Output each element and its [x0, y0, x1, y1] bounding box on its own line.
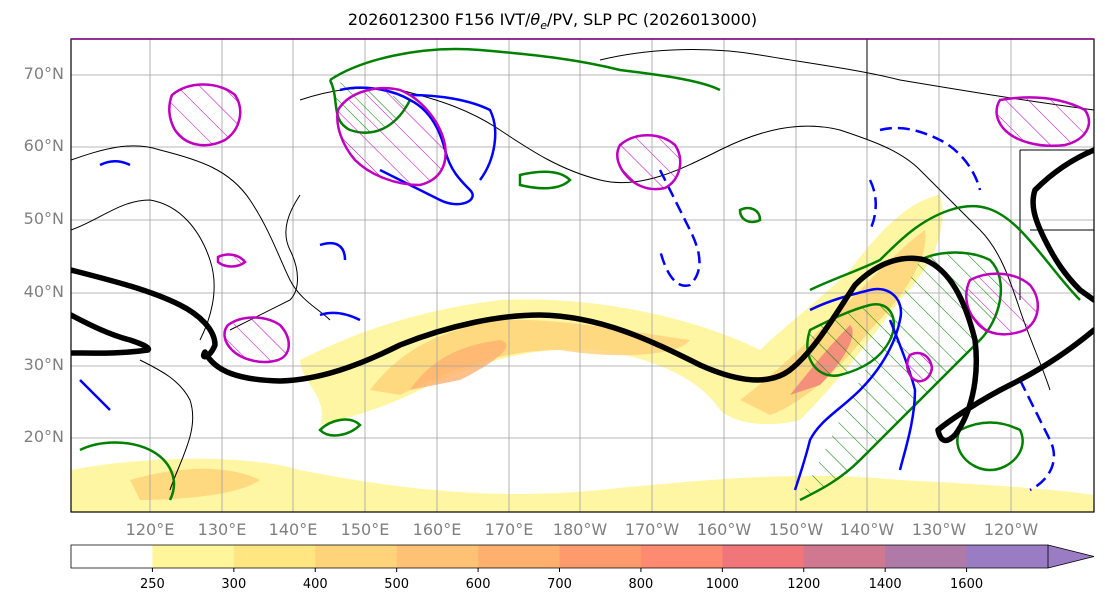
colorbar-segment: [152, 545, 235, 568]
lon-label-130w: 130°W: [911, 520, 967, 539]
lon-label-120w: 120°W: [983, 520, 1039, 539]
slp-contour-northeast: [1030, 147, 1094, 303]
colorbar-segment: [478, 545, 560, 568]
lon-label-140w: 140°W: [839, 520, 895, 539]
title-prefix: 2026012300 F156 IVT/: [347, 10, 531, 29]
colorbar-tick-label: 1400: [868, 577, 902, 592]
colorbar: [70, 544, 1095, 572]
title-suffix: /PV, SLP PC (2026013000): [546, 10, 758, 29]
slp-contours: [71, 147, 1094, 444]
theta-e-contours: [79, 47, 1081, 502]
colorbar-tick-label: 1200: [787, 577, 821, 592]
colorbar-tick-label: 1600: [950, 577, 984, 592]
colorbar-segment: [233, 545, 316, 568]
lon-label-180w: 180°W: [552, 520, 608, 539]
lat-label-40n: 40°N: [23, 282, 64, 301]
ivt-south-core: [130, 468, 260, 500]
colorbar-tick-label: 700: [547, 577, 572, 592]
pv-contours-magenta: [168, 83, 1091, 383]
colorbar-segment: [315, 545, 398, 568]
colorbar-segment: [640, 545, 723, 568]
colorbar-segment: [803, 545, 886, 568]
lat-label-20n: 20°N: [23, 427, 64, 446]
ivt-band-inner: [370, 319, 690, 395]
lon-label-130e: 130°E: [197, 520, 247, 539]
ivt-core-west: [410, 340, 507, 390]
lon-label-120e: 120°E: [125, 520, 175, 539]
lon-label-160w: 160°W: [696, 520, 752, 539]
lon-label-150w: 150°W: [768, 520, 824, 539]
lat-label-70n: 70°N: [23, 64, 64, 83]
title-theta-sub: e: [540, 19, 547, 33]
lat-label-60n: 60°N: [23, 136, 64, 155]
colorbar-tick-label: 800: [628, 577, 654, 592]
colorbar-tick-label: 1000: [705, 577, 739, 592]
colorbar-tick-label: 500: [384, 577, 410, 592]
lat-label-30n: 30°N: [23, 355, 64, 374]
colorbar-tick-label: 300: [221, 577, 247, 592]
colorbar-extend-arrow: [1047, 544, 1095, 569]
slp-contour-main: [71, 255, 1094, 444]
colorbar-segment: [966, 545, 1049, 568]
pv-contours-blue: [79, 86, 1056, 492]
lon-label-140e: 140°E: [268, 520, 318, 539]
ivt-south-band: [71, 458, 1094, 512]
lon-label-150e: 150°E: [340, 520, 390, 539]
lon-label-160e: 160°E: [412, 520, 462, 539]
slp-contour-west: [71, 312, 152, 356]
lat-label-50n: 50°N: [23, 209, 64, 228]
title-theta: θ: [530, 10, 541, 29]
colorbar-tick-label: 600: [465, 577, 491, 592]
colorbar-segment: [559, 545, 642, 568]
colorbar-tick-label: 400: [302, 577, 328, 592]
lon-label-170w: 170°W: [624, 520, 680, 539]
map-title: 2026012300 F156 IVT/θe/PV, SLP PC (20260…: [0, 10, 1105, 32]
map-layers: [71, 39, 1094, 512]
lon-label-170e: 170°E: [484, 520, 534, 539]
colorbar-segment: [722, 545, 805, 568]
colorbar-segment: [396, 545, 479, 568]
colorbar-segment: [885, 545, 968, 568]
colorbar-segment: [71, 545, 153, 568]
colorbar-tick-label: 250: [139, 577, 165, 592]
